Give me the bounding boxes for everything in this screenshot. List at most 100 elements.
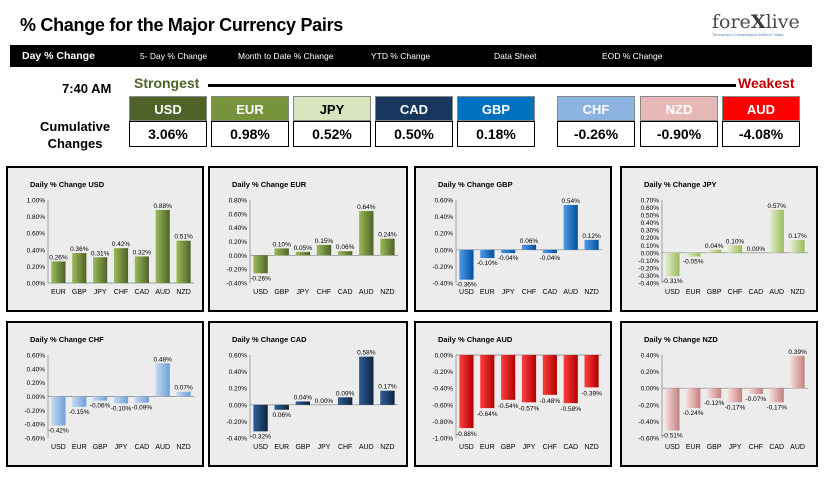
bar-aud	[790, 355, 805, 389]
tab-eod-change[interactable]: EOD % Change	[602, 51, 663, 61]
cumulative-label-line2: Changes	[47, 136, 103, 151]
bar-nzd	[584, 239, 599, 250]
y-tick-label: 0.80%	[229, 198, 248, 205]
bar-aud	[155, 363, 170, 397]
data-label: -0.17%	[725, 404, 746, 411]
y-tick-label: 0.00%	[435, 247, 454, 254]
x-tick-label: GBP	[93, 444, 108, 451]
bar-eur	[686, 388, 701, 409]
x-tick-label: JPY	[115, 444, 128, 451]
logo-tagline: Tomorrow's Conversation Without Today	[712, 32, 784, 37]
data-label: -0.57%	[519, 405, 540, 412]
bar-usd	[459, 249, 474, 280]
data-label: 0.58%	[357, 350, 376, 357]
chart-aud: Daily % Change AUD -1.00% -0.80% -0.60% -0.4…	[432, 335, 602, 451]
bar-cad	[134, 396, 149, 403]
x-tick-label: AUD	[790, 444, 805, 451]
x-tick-label: USD	[459, 289, 474, 296]
bar-gbp	[501, 355, 516, 400]
tab-ytd-change[interactable]: YTD % Change	[371, 51, 431, 61]
data-label: 0.04%	[705, 243, 724, 250]
currency-code: CHF	[557, 96, 635, 121]
x-tick-label: JPY	[523, 444, 536, 451]
tab-data-sheet[interactable]: Data Sheet	[494, 51, 537, 61]
currency-box-eur: EUR 0.98%	[211, 96, 289, 147]
x-tick-label: GBP	[707, 289, 722, 296]
currency-code: NZD	[640, 96, 718, 121]
bar-chf	[337, 397, 353, 405]
data-label: -0.31%	[662, 278, 683, 285]
x-tick-label: NZD	[790, 289, 804, 296]
data-label: 0.26%	[49, 254, 68, 261]
chart-title: Daily % Change NZD	[644, 335, 718, 344]
tab-month-to-date[interactable]: Month to Date % Change	[238, 51, 334, 61]
bar-chf	[113, 248, 129, 283]
data-label: -0.54%	[498, 403, 519, 410]
y-tick-label: -0.60%	[24, 436, 45, 443]
data-label: -0.04%	[498, 255, 519, 262]
data-label: 0.36%	[70, 246, 89, 253]
y-tick-label: 1.00%	[27, 198, 46, 205]
tab-day-change[interactable]: Day % Change	[22, 50, 95, 62]
data-label: 0.17%	[378, 384, 397, 391]
data-label: -0.51%	[662, 433, 683, 440]
currency-cumulative-value: 0.18%	[457, 121, 535, 147]
x-tick-label: NZD	[584, 289, 598, 296]
data-label: 0.04%	[294, 394, 313, 401]
bar-cad	[337, 251, 353, 256]
y-tick-label: 0.60%	[229, 353, 248, 360]
y-tick-label: -0.40%	[24, 422, 45, 429]
y-tick-label: 0.40%	[641, 220, 660, 227]
bar-eur	[686, 252, 701, 257]
bar-eur	[72, 396, 87, 407]
y-tick-label: 0.20%	[641, 369, 660, 376]
bar-chf	[316, 244, 332, 256]
bar-gbp	[274, 248, 289, 256]
x-tick-label: EUR	[686, 444, 701, 451]
bar-gbp	[72, 253, 87, 283]
chart-panel-chf: Daily % Change CHF -0.60% -0.40% -0.20% 0.00…	[6, 321, 204, 467]
currency-cumulative-value: 3.06%	[129, 121, 207, 147]
bar-eur	[274, 404, 289, 410]
y-tick-label: 0.40%	[435, 214, 454, 221]
y-tick-label: -0.80%	[432, 419, 453, 426]
data-label: 0.24%	[378, 232, 397, 239]
x-tick-label: GBP	[295, 444, 310, 451]
bar-nzd	[790, 239, 805, 253]
currency-cumulative-value: 0.98%	[211, 121, 289, 147]
bar-eur	[480, 249, 495, 259]
y-tick-label: 0.00%	[229, 253, 248, 260]
data-label: 0.54%	[561, 198, 580, 205]
x-tick-label: AUD	[359, 289, 374, 296]
bar-jpy	[113, 396, 129, 404]
bar-usd	[51, 396, 66, 426]
data-label: 0.10%	[726, 238, 745, 245]
currency-code: JPY	[293, 96, 371, 121]
tab-5-day-change[interactable]: 5- Day % Change	[140, 51, 208, 61]
data-label: -0.64%	[477, 411, 498, 418]
chart-panel-eur: Daily % Change EUR -0.40% -0.20% 0.00% 0.20%…	[208, 166, 408, 312]
x-tick-label: CHF	[543, 444, 557, 451]
x-tick-label: AUD	[155, 444, 170, 451]
data-label: 0.39%	[788, 349, 807, 356]
data-label: -0.26%	[250, 275, 271, 282]
data-label: -0.32%	[250, 433, 271, 440]
x-tick-label: NZD	[380, 289, 394, 296]
y-tick-label: 0.20%	[27, 380, 46, 387]
y-tick-label: 0.10%	[641, 243, 660, 250]
data-label: -0.36%	[456, 282, 477, 289]
x-tick-label: JPY	[502, 289, 515, 296]
cumulative-label-line1: Cumulative	[40, 119, 111, 134]
currency-box-gbp: GBP 0.18%	[457, 96, 535, 147]
chart-panel-jpy: Daily % Change JPY -0.40% -0.30% -0.20% -0.1…	[620, 166, 818, 312]
x-tick-label: CAD	[338, 289, 353, 296]
currency-box-nzd: NZD -0.90%	[640, 96, 718, 147]
y-tick-label: 0.60%	[435, 198, 454, 205]
chart-title: Daily % Change CAD	[232, 335, 307, 344]
x-tick-label: CHF	[522, 289, 536, 296]
y-tick-label: -0.40%	[432, 386, 453, 393]
y-tick-label: 0.60%	[27, 231, 46, 238]
chart-eur: Daily % Change EUR -0.40% -0.20% 0.00% 0.20%…	[226, 180, 398, 296]
forexlive-logo[interactable]: foreXlive Tomorrow's Conversation Withou…	[712, 12, 804, 44]
x-tick-label: CHF	[114, 289, 128, 296]
